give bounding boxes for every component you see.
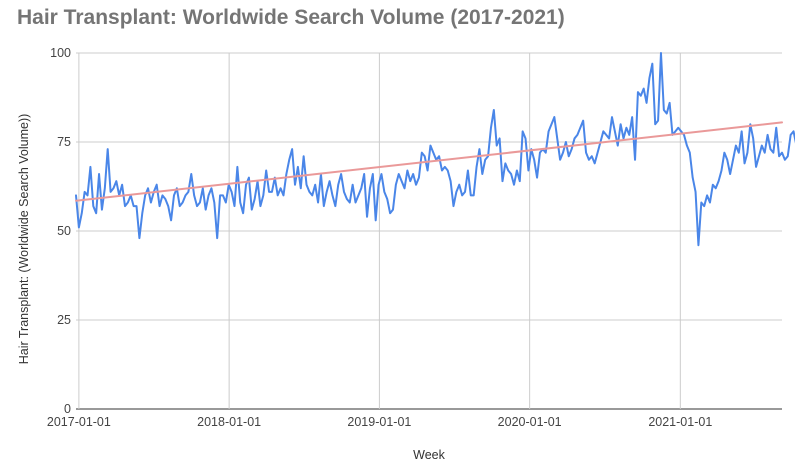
y-tick-label: 100 [50, 46, 71, 60]
x-axis-title: Week [413, 448, 445, 462]
x-tick-label: 2018-01-01 [197, 415, 261, 429]
x-tick-label: 2020-01-01 [498, 415, 562, 429]
y-tick-label: 75 [57, 135, 71, 149]
x-tick-label: 2021-01-01 [648, 415, 712, 429]
chart-title: Hair Transplant: Worldwide Search Volume… [17, 6, 565, 29]
trendline [75, 121, 783, 202]
x-tick-label: 2019-01-01 [347, 415, 411, 429]
axis-labels: 0 25 50 75 100 2017-01-01 2018-01-01 2019-01-01… [47, 46, 712, 429]
series-layer [75, 52, 795, 247]
x-tick-label: 2017-01-01 [47, 415, 111, 429]
series-line [75, 52, 795, 247]
y-tick-label: 50 [57, 224, 71, 238]
y-axis-title: Hair Transplant: (Worldwide Search Volum… [17, 114, 31, 365]
y-tick-label: 0 [64, 402, 71, 416]
y-tick-label: 25 [57, 313, 71, 327]
gridlines [76, 52, 782, 410]
